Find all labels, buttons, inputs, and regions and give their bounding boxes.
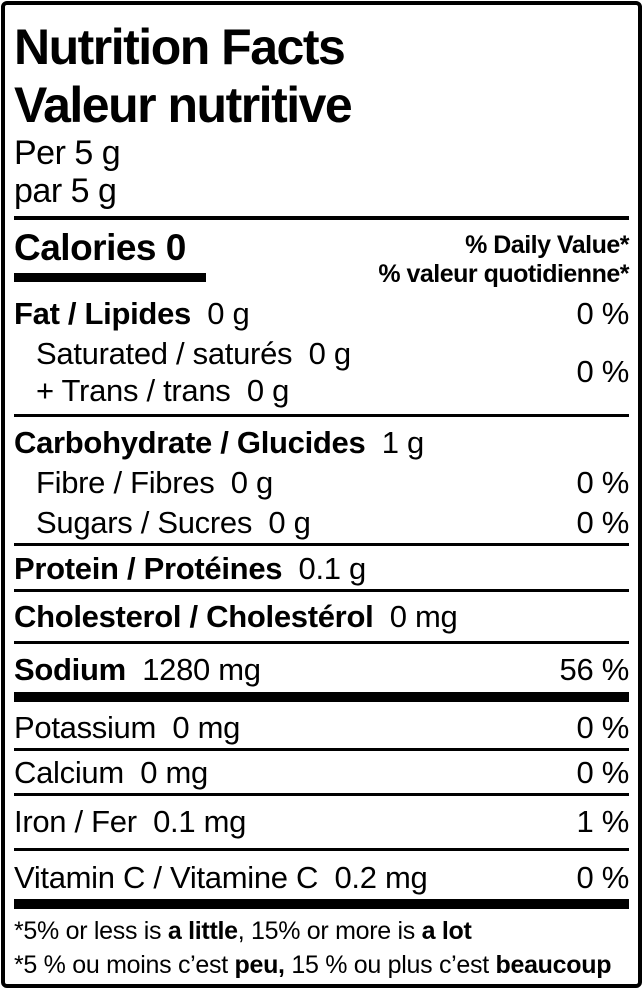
calories-block: Calories 0 [14,228,206,282]
row-calcium: Calcium 0 mg 0 % [14,754,629,792]
sodium-daily-value: 56 % [559,652,630,687]
fat-daily-value: 0 % [576,296,629,331]
footnote-en-a-little: a little [167,917,238,945]
daily-value-header: % Daily Value* % valeur quotidienne* [206,228,629,289]
protein-name-amount: Protein / Protéines 0.1 g [14,550,366,588]
carbohydrate-name-amount: Carbohydrate / Glucides 1 g [14,424,424,462]
calories-label: Calories [14,227,157,268]
trans-name-amount: + Trans / trans 0 g [36,372,289,409]
vitamin-c-amount: 0.2 mg [334,860,428,895]
footnote-french: *5 % ou moins c’est peu, 15 % ou plus c’… [14,948,629,982]
potassium-name-amount: Potassium 0 mg [14,709,240,747]
iron-daily-value: 1 % [576,804,629,839]
divider [14,748,629,751]
row-protein: Protein / Protéines 0.1 g [14,550,629,588]
saturated-trans-daily-value: 0 % [576,354,629,389]
vitamin-c-name-amount: Vitamin C / Vitamine C 0.2 mg [14,859,428,897]
calcium-daily-value: 0 % [576,755,629,790]
cholesterol-name: Cholesterol / Cholestérol [14,599,374,634]
carbohydrate-name: Carbohydrate / Glucides [14,425,366,460]
footnote-fr-prefix: *5 % ou moins c’est [14,951,235,979]
divider [14,589,629,592]
serving-size-english: Per 5 g [14,134,121,172]
fibre-name: Fibre / Fibres [36,465,215,500]
daily-value-header-french: % valeur quotidienne* [378,260,629,288]
divider [14,543,629,546]
thick-divider [14,692,629,702]
divider [14,793,629,796]
saturated-amount: 0 g [308,336,352,371]
serving-size-french: par 5 g [14,172,117,210]
potassium-amount: 0 mg [172,710,241,745]
trans-amount: 0 g [246,373,290,408]
saturated-name-amount: Saturated / saturés 0 g [36,335,351,372]
calories-value: 0 [165,227,187,268]
row-fat: Fat / Lipides 0 g 0 % [14,297,629,331]
row-sodium: Sodium 1280 mg 56 % [14,651,629,689]
sugars-amount: 0 g [268,505,311,540]
row-vitamin-c: Vitamin C / Vitamine C 0.2 mg 0 % [14,859,629,897]
calories-underline-bar [14,273,206,282]
footnote-en-prefix: *5% or less is [14,917,168,945]
calcium-name-amount: Calcium 0 mg [14,754,208,792]
footnote-fr-beaucoup: beaucoup [495,951,612,979]
sodium-name-amount: Sodium 1280 mg [14,651,261,689]
calcium-name: Calcium [14,755,124,790]
footnote-en-a-lot: a lot [421,917,472,945]
vitamin-c-daily-value: 0 % [576,860,629,895]
label-header: Nutrition Facts Valeur nutritive Per 5 g… [14,5,629,210]
row-saturated-trans: Saturated / saturés 0 g + Trans / trans … [14,335,629,409]
sodium-name: Sodium [14,652,126,687]
vitamin-c-name: Vitamin C / Vitamine C [14,860,319,895]
thick-divider [14,899,629,909]
divider [14,641,629,644]
saturated-trans-lines: Saturated / saturés 0 g + Trans / trans … [14,335,351,409]
iron-amount: 0.1 mg [153,804,247,839]
footnote-en-mid: , 15% or more is [237,917,422,945]
trans-name: + Trans / trans [36,373,231,408]
sugars-name-amount: Sugars / Sucres 0 g [36,504,311,542]
trans-line: + Trans / trans 0 g [14,372,351,409]
cholesterol-amount: 0 mg [389,599,458,634]
calories-section: Calories 0 % Daily Value* % valeur quoti… [14,220,630,289]
iron-name: Iron / Fer [14,804,137,839]
title-english: Nutrition Facts [14,19,346,75]
fibre-name-amount: Fibre / Fibres 0 g [36,464,273,502]
footnote-fr-mid: 15 % ou plus c’est [284,951,496,979]
sugars-name: Sugars / Sucres [36,505,253,540]
protein-amount: 0.1 g [298,551,367,586]
calcium-amount: 0 mg [140,755,208,790]
protein-name: Protein / Protéines [14,551,283,586]
iron-name-amount: Iron / Fer 0.1 mg [14,803,246,841]
calories-line: Calories 0 [14,228,206,268]
saturated-name: Saturated / saturés [36,336,293,371]
potassium-name: Potassium [14,710,157,745]
row-cholesterol: Cholesterol / Cholestérol 0 mg [14,598,629,636]
fat-name-amount: Fat / Lipides 0 g [14,297,250,331]
footnote-english: *5% or less is a little, 15% or more is … [14,914,629,948]
fat-name: Fat / Lipides [14,296,191,331]
footnote-fr-peu: peu, [234,951,286,979]
row-potassium: Potassium 0 mg 0 % [14,709,629,747]
row-iron: Iron / Fer 0.1 mg 1 % [14,803,629,841]
sugars-daily-value: 0 % [576,505,629,540]
footnotes: *5% or less is a little, 15% or more is … [14,914,629,982]
potassium-daily-value: 0 % [576,710,629,745]
divider [14,848,629,851]
sodium-amount: 1280 mg [142,652,261,687]
carbohydrate-amount: 1 g [381,425,425,460]
cholesterol-name-amount: Cholesterol / Cholestérol 0 mg [14,598,458,636]
title-french: Valeur nutritive [14,77,353,133]
divider [14,414,629,417]
fibre-amount: 0 g [230,465,274,500]
row-sugars: Sugars / Sucres 0 g 0 % [14,504,629,542]
header-divider [14,216,629,220]
row-fibre: Fibre / Fibres 0 g 0 % [14,464,629,502]
daily-value-header-english: % Daily Value* [465,231,629,259]
fat-amount: 0 g [207,296,250,331]
row-carbohydrate: Carbohydrate / Glucides 1 g [14,424,629,462]
fibre-daily-value: 0 % [576,465,629,500]
saturated-line: Saturated / saturés 0 g [14,335,351,372]
